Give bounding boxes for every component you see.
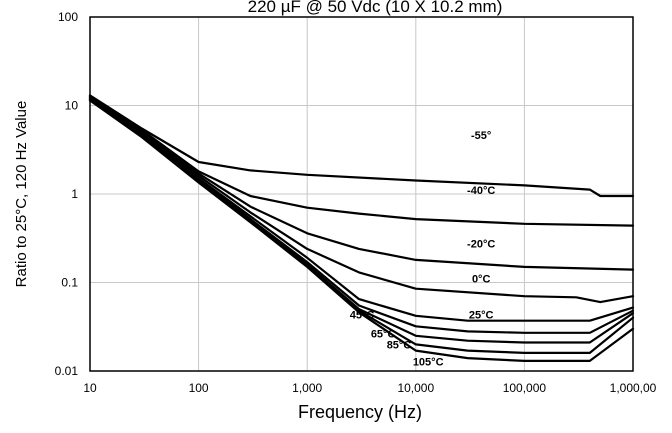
series-annotation: -20°C <box>467 238 495 250</box>
series-line-20c <box>88 95 635 271</box>
y-tick-label: 1 <box>71 187 78 201</box>
x-tick-label: 100,000 <box>503 381 547 395</box>
tick-labels: 10 100 1,000 10,000 100,000 1,000,00 0.01 0.1 1 1… <box>55 10 657 395</box>
series-annotation: 85°C <box>387 339 412 351</box>
y-tick-label: 0.1 <box>61 276 78 290</box>
x-tick-label: 1,000,00 <box>610 381 657 395</box>
series-annotation: -55° <box>471 130 491 142</box>
series-annotation: 0°C <box>472 274 491 286</box>
series-annotation: 65°C <box>371 328 396 340</box>
x-axis-label: Frequency (Hz) <box>298 402 422 422</box>
series-annotation: 45°C <box>350 310 375 322</box>
chart-title: 220 µF @ 50 Vdc (10 X 10.2 mm) <box>248 0 503 16</box>
x-tick-label: 100 <box>189 381 209 395</box>
grid <box>90 17 633 371</box>
series-line-40c <box>88 94 635 227</box>
x-tick-label: 10 <box>83 381 97 395</box>
x-tick-label: 10,000 <box>397 381 434 395</box>
series-lines <box>88 94 635 362</box>
x-tick-label: 1,000 <box>292 381 322 395</box>
series-line-0c <box>88 96 635 304</box>
series-annotation: -40°C <box>467 185 495 197</box>
y-tick-label: 10 <box>65 99 79 113</box>
y-tick-label: 0.01 <box>55 364 79 378</box>
series-annotation: 105°C <box>413 357 444 369</box>
series-line-25c <box>88 96 635 322</box>
y-axis-label: Ratio to 25°C, 120 Hz Value <box>13 101 30 288</box>
y-tick-label: 100 <box>58 10 78 24</box>
series-annotation: 25°C <box>469 310 494 322</box>
series-line-105c <box>88 99 635 362</box>
plot-frame <box>89 16 634 372</box>
series-line-55 <box>88 94 635 198</box>
